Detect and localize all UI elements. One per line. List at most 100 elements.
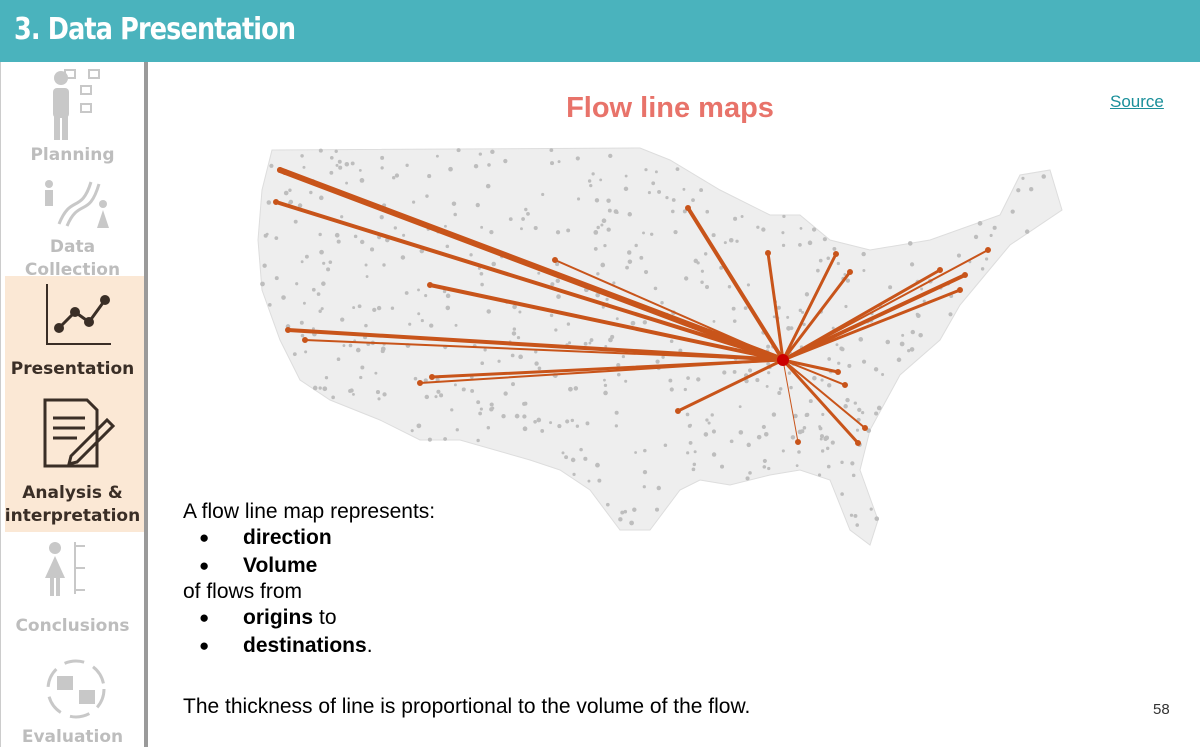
flow-line bbox=[781, 270, 852, 362]
city-dot bbox=[479, 407, 483, 411]
city-dot bbox=[451, 201, 457, 206]
city-dot bbox=[626, 250, 632, 255]
city-dot bbox=[745, 476, 750, 481]
city-dot bbox=[843, 404, 848, 409]
city-dot bbox=[555, 278, 561, 284]
city-dot bbox=[591, 172, 595, 176]
city-dot bbox=[599, 178, 603, 182]
header-title: 3. Data Presentation bbox=[14, 12, 296, 47]
city-dot bbox=[805, 412, 810, 417]
city-dot bbox=[874, 411, 879, 416]
city-dot bbox=[703, 252, 708, 256]
city-dot bbox=[295, 282, 299, 286]
sidebar-item[interactable]: Evaluation bbox=[21, 727, 124, 747]
city-dot bbox=[762, 465, 767, 469]
sidebar-item[interactable]: Analysis & interpretation bbox=[4, 483, 141, 526]
city-dot bbox=[588, 341, 592, 345]
flow-line bbox=[766, 251, 785, 362]
city-dot bbox=[826, 464, 831, 469]
city-dot bbox=[541, 192, 545, 197]
city-dot bbox=[589, 183, 593, 188]
city-dot bbox=[1024, 229, 1030, 234]
city-dot bbox=[450, 408, 454, 412]
city-dot bbox=[364, 323, 368, 328]
sidebar-item[interactable]: Data Collection bbox=[24, 237, 121, 280]
city-dot bbox=[839, 346, 844, 351]
city-dot bbox=[827, 383, 832, 388]
city-dot bbox=[756, 434, 762, 440]
intro-text: A flow line map represents: bbox=[183, 500, 436, 523]
city-dot bbox=[1041, 174, 1046, 179]
city-dot bbox=[761, 227, 766, 232]
city-dot bbox=[490, 149, 495, 155]
city-dot bbox=[512, 304, 517, 310]
sidebar-item[interactable]: Conclusions bbox=[15, 616, 130, 636]
city-dot bbox=[851, 473, 856, 478]
city-dot bbox=[683, 387, 687, 392]
city-dot bbox=[816, 268, 820, 273]
city-dot bbox=[476, 438, 480, 443]
city-dot bbox=[322, 386, 328, 392]
city-dot bbox=[320, 307, 324, 311]
city-dot bbox=[462, 387, 466, 392]
city-dot bbox=[400, 255, 406, 260]
city-dot bbox=[439, 393, 444, 398]
city-dot bbox=[820, 449, 825, 453]
city-dot bbox=[473, 163, 479, 169]
city-dot bbox=[823, 436, 828, 441]
city-dot bbox=[615, 317, 619, 321]
city-dot bbox=[485, 183, 491, 189]
city-dot bbox=[869, 507, 873, 511]
city-dot bbox=[660, 300, 664, 305]
city-dot bbox=[861, 410, 865, 415]
city-dot bbox=[909, 347, 915, 352]
city-dot bbox=[861, 251, 866, 257]
city-dot bbox=[781, 231, 785, 235]
city-dot bbox=[597, 478, 602, 483]
city-dot bbox=[288, 199, 294, 205]
city-dot bbox=[639, 255, 644, 260]
city-dot bbox=[587, 479, 591, 483]
city-dot bbox=[826, 256, 831, 260]
city-dot bbox=[797, 450, 801, 454]
city-dot bbox=[375, 390, 381, 395]
origin-point bbox=[277, 167, 283, 173]
city-dot bbox=[653, 286, 658, 291]
sidebar-item[interactable]: Presentation bbox=[10, 359, 135, 379]
city-dot bbox=[329, 155, 334, 160]
city-dot bbox=[335, 163, 339, 167]
city-dot bbox=[840, 492, 844, 496]
flow-line bbox=[782, 359, 846, 386]
city-dot bbox=[670, 209, 675, 214]
city-dot bbox=[603, 390, 608, 396]
city-dot bbox=[391, 175, 396, 180]
city-dot bbox=[920, 287, 924, 291]
city-dot bbox=[744, 378, 749, 384]
city-dot bbox=[776, 305, 781, 310]
city-dot bbox=[348, 388, 353, 393]
city-dot bbox=[348, 343, 353, 348]
city-dot bbox=[723, 241, 727, 245]
city-dot bbox=[423, 378, 428, 383]
source-link[interactable]: Source bbox=[1110, 92, 1164, 111]
bullet-item: Volume bbox=[183, 552, 435, 580]
city-dot bbox=[669, 387, 674, 392]
city-dot bbox=[470, 389, 475, 393]
sidebar-item[interactable]: Planning bbox=[30, 145, 115, 165]
city-dot bbox=[318, 232, 322, 237]
city-dot bbox=[334, 232, 340, 238]
flow-line bbox=[283, 170, 785, 362]
city-dot bbox=[761, 424, 766, 430]
city-dot bbox=[655, 359, 660, 364]
city-dot bbox=[782, 214, 786, 219]
city-dot bbox=[514, 413, 520, 419]
city-dot bbox=[260, 281, 265, 287]
city-dot bbox=[612, 281, 616, 285]
city-dot bbox=[910, 329, 915, 335]
header-bar: 3. Data Presentation bbox=[0, 0, 1200, 62]
city-dot bbox=[765, 384, 769, 388]
city-dot bbox=[469, 253, 473, 257]
city-dot bbox=[503, 391, 508, 396]
city-dot bbox=[549, 421, 553, 425]
